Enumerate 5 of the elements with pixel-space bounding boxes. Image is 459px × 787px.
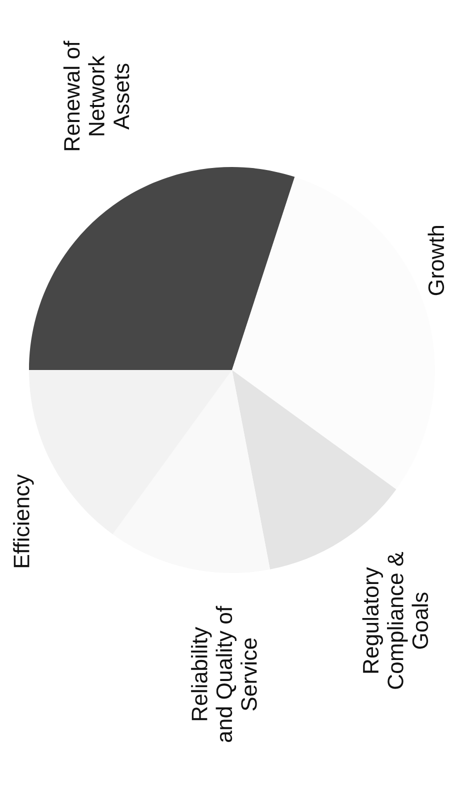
slice-label: Renewal of Network Assets bbox=[63, 40, 130, 150]
slice-label: Reliability and Quality of Service bbox=[191, 606, 257, 742]
slice-label: Regulatory Compliance & Goals bbox=[362, 552, 428, 689]
slice-label: Growth bbox=[428, 226, 444, 296]
slice-label: Efficiency bbox=[13, 474, 34, 568]
